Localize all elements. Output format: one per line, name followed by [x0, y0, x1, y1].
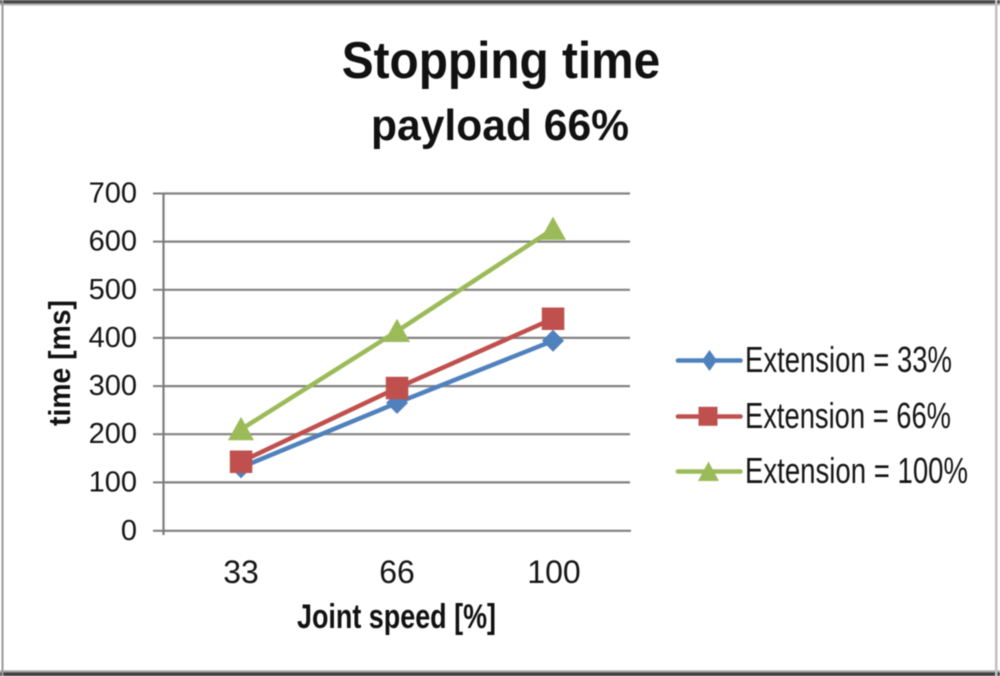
svg-text:100: 100: [89, 466, 137, 498]
svg-text:100: 100: [527, 554, 580, 590]
svg-text:Joint speed [%]: Joint speed [%]: [297, 598, 496, 636]
svg-text:Extension = 100%: Extension = 100%: [745, 450, 968, 491]
svg-text:66: 66: [379, 554, 415, 590]
svg-text:400: 400: [89, 322, 137, 354]
svg-text:Extension = 66%: Extension = 66%: [745, 395, 951, 436]
svg-text:33: 33: [223, 554, 259, 590]
svg-text:600: 600: [89, 226, 137, 258]
svg-text:Extension = 33%: Extension = 33%: [745, 339, 952, 380]
svg-text:500: 500: [89, 274, 137, 306]
svg-text:700: 700: [89, 178, 137, 210]
svg-text:0: 0: [121, 515, 137, 547]
svg-text:payload 66%: payload 66%: [371, 101, 629, 150]
svg-text:200: 200: [89, 418, 137, 450]
svg-text:Stopping time: Stopping time: [342, 31, 661, 89]
svg-text:time [ms]: time [ms]: [42, 300, 77, 426]
svg-text:300: 300: [89, 370, 137, 402]
